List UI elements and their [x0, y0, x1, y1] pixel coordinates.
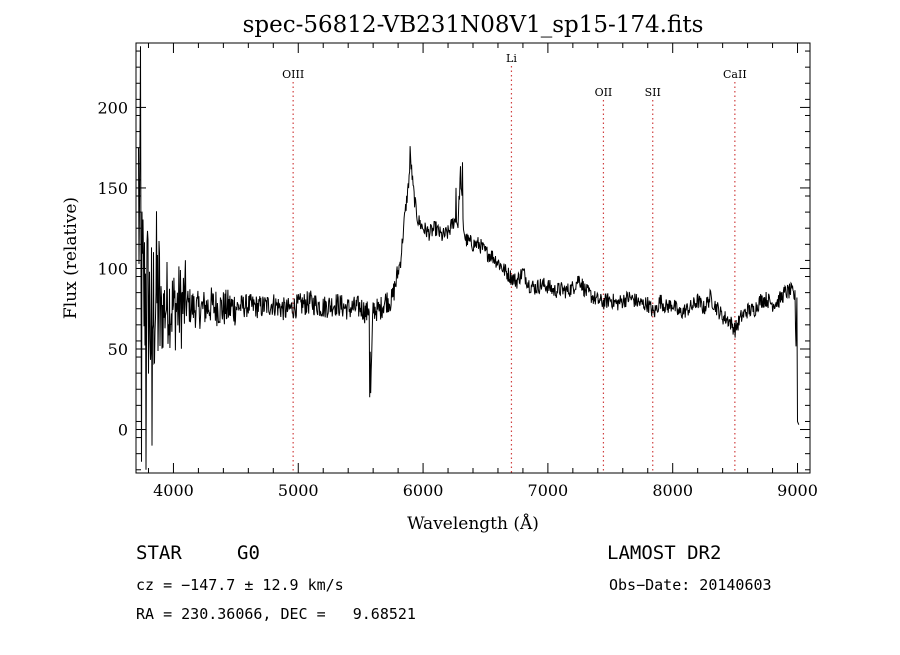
annotation-label: OII: [595, 86, 613, 99]
chart-title: spec-56812-VB231N08V1_sp15-174.fits: [243, 12, 704, 38]
annotation-label: OIII: [282, 68, 304, 81]
spectrum-line: [138, 46, 800, 470]
y-tick-label: 100: [97, 259, 128, 278]
x-axis: 4000 5000 6000 7000 8000 9000: [147, 43, 818, 500]
annotation-label: CaII: [723, 68, 747, 81]
y-tick-label: 0: [118, 421, 128, 440]
x-tick-label: 4000: [153, 481, 194, 500]
y-tick-label: 200: [97, 98, 128, 117]
x-tick-label: 6000: [403, 481, 444, 500]
class-label: STAR: [136, 542, 182, 564]
x-tick-label: 7000: [528, 481, 569, 500]
obs-date: Obs−Date: 20140603: [609, 576, 772, 594]
y-tick-label: 150: [97, 179, 128, 198]
y-axis-label: Flux (relative): [61, 197, 81, 319]
x-tick-label: 5000: [278, 481, 319, 500]
survey-label: LAMOST DR2: [607, 542, 721, 564]
annotation-label: SII: [645, 86, 661, 99]
x-axis-label: Wavelength (Å): [407, 513, 539, 534]
subclass-label: G0: [237, 542, 260, 564]
cz-value: cz = −147.7 ± 12.9 km/s: [136, 576, 344, 594]
plot-frame: [135, 42, 811, 474]
x-tick-label: 8000: [652, 481, 693, 500]
annotation-label: Li: [506, 52, 517, 65]
x-tick-label: 9000: [777, 481, 818, 500]
spectrum-series: [138, 46, 800, 470]
coordinates: RA = 230.36066, DEC = 9.68521: [136, 605, 416, 623]
y-tick-label: 50: [108, 340, 128, 359]
line-annotations: OIII Li OII SII CaII: [282, 52, 747, 473]
y-axis: 0 50 100 150 200: [97, 50, 810, 471]
